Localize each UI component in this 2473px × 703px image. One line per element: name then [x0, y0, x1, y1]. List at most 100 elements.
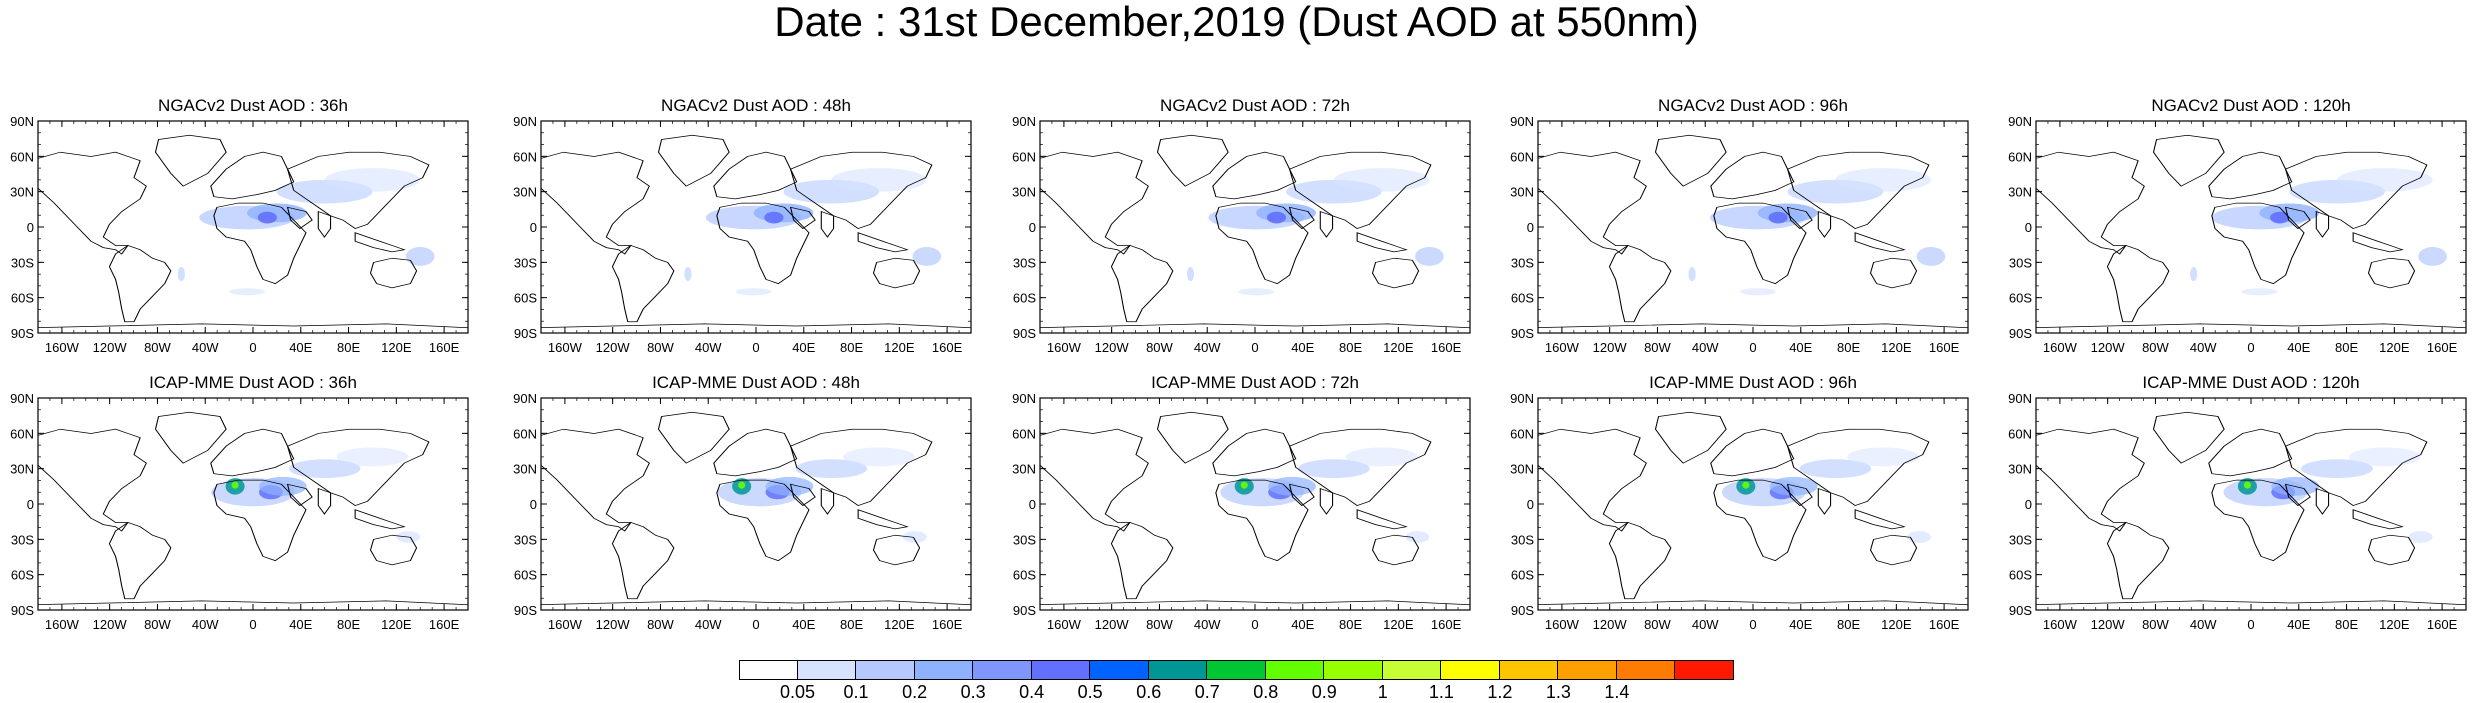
colorbar-swatch — [856, 660, 915, 680]
lat-tick-label: 60N — [10, 149, 34, 164]
lat-tick-label: 30N — [2008, 462, 2032, 477]
lon-tick-label: 120W — [1095, 617, 1130, 632]
dust-aod-shading — [1238, 288, 1275, 296]
lat-tick-label: 90S — [2009, 603, 2032, 618]
dust-aod-shading — [405, 247, 435, 266]
lat-tick-label: 0 — [1029, 497, 1036, 512]
lat-tick-label: 90N — [513, 391, 537, 406]
lon-tick-label: 160W — [1047, 617, 1082, 632]
panel-title: ICAP-MME Dust AOD : 120h — [2142, 373, 2359, 392]
lon-tick-label: 160W — [2043, 617, 2078, 632]
lat-tick-label: 30S — [2009, 255, 2032, 270]
dust-aod-shading — [2270, 211, 2290, 224]
colorbar-label: 0.2 — [902, 682, 928, 702]
lat-tick-label: 30S — [514, 255, 537, 270]
lat-tick-label: 90N — [10, 114, 34, 129]
lon-tick-label: 120W — [1593, 340, 1628, 355]
dust-aod-shading — [831, 168, 927, 192]
lat-tick-label: 30S — [2009, 532, 2032, 547]
dust-aod-shading — [1768, 211, 1788, 224]
lon-tick-label: 40W — [1692, 340, 1719, 355]
lon-tick-label: 80E — [840, 340, 863, 355]
lat-tick-label: 90N — [1510, 114, 1534, 129]
dust-aod-shading — [843, 447, 915, 467]
colorbar-label: 1 — [1377, 682, 1388, 702]
lon-tick-label: 80W — [1644, 340, 1671, 355]
lon-tick-label: 40E — [1789, 340, 1812, 355]
lat-tick-label: 60S — [1013, 291, 1036, 306]
map-panel: ICAP-MME Dust AOD : 96h 90N 60N 30N 0 30S 60S 9… — [1510, 373, 1969, 632]
lat-tick-label: 30S — [11, 532, 34, 547]
lat-tick-label: 60S — [11, 568, 34, 583]
lat-tick-label: 90S — [1511, 603, 1534, 618]
lon-tick-label: 120W — [1095, 340, 1130, 355]
figure-title: Date : 31st December,2019 (Dust AOD at 5… — [774, 0, 1699, 45]
map-panel: NGACv2 Dust AOD : 120h 90N 60N 30N 0 30S 60S 90… — [2008, 96, 2467, 355]
panel-title: ICAP-MME Dust AOD : 36h — [149, 373, 357, 392]
lon-tick-label: 0 — [2247, 617, 2254, 632]
lon-tick-label: 120W — [93, 340, 128, 355]
lon-tick-label: 120W — [2091, 617, 2126, 632]
lon-tick-label: 120W — [596, 617, 631, 632]
dust-aod-shading — [1186, 267, 1195, 282]
dust-aod-shading — [2241, 288, 2278, 296]
lat-tick-label: 0 — [530, 497, 537, 512]
lat-tick-label: 90S — [514, 603, 537, 618]
dust-aod-shading — [753, 203, 814, 223]
lon-tick-label: 160W — [548, 340, 583, 355]
lon-tick-label: 80E — [1339, 340, 1362, 355]
lon-tick-label: 0 — [1749, 617, 1756, 632]
dust-aod-shading — [1907, 531, 1931, 543]
dust-aod-shading — [324, 168, 421, 192]
lon-tick-label: 40W — [192, 617, 219, 632]
panel-title: NGACv2 Dust AOD : 120h — [2151, 96, 2350, 115]
lon-tick-label: 0 — [249, 617, 256, 632]
lat-tick-label: 30N — [513, 462, 537, 477]
lon-tick-label: 120E — [1881, 617, 1912, 632]
lat-tick-label: 30S — [514, 532, 537, 547]
lon-tick-label: 80W — [1644, 617, 1671, 632]
lon-tick-label: 40W — [2190, 340, 2217, 355]
lon-tick-label: 160E — [429, 617, 460, 632]
dust-aod-shading — [912, 247, 942, 266]
dust-aod-shading — [1405, 531, 1430, 543]
dust-aod-shading — [2190, 267, 2198, 282]
panel-title: ICAP-MME Dust AOD : 96h — [1649, 373, 1857, 392]
lon-tick-label: 80E — [337, 617, 360, 632]
lon-tick-label: 0 — [2247, 340, 2254, 355]
dust-aod-shading — [2243, 481, 2252, 489]
colorbar-label: 0.1 — [843, 682, 869, 702]
lon-tick-label: 160E — [1431, 340, 1462, 355]
dust-aod-shading — [2408, 531, 2433, 543]
lon-tick-label: 0 — [249, 340, 256, 355]
lat-tick-label: 60N — [2008, 149, 2032, 164]
lon-tick-label: 160W — [548, 617, 583, 632]
lon-tick-label: 40W — [1194, 617, 1221, 632]
lon-tick-label: 160E — [1929, 617, 1960, 632]
dust-aod-shading — [765, 476, 814, 496]
lon-tick-label: 80E — [2335, 340, 2358, 355]
lon-tick-label: 0 — [752, 340, 759, 355]
lon-tick-label: 40E — [792, 340, 815, 355]
lat-tick-label: 60S — [2009, 291, 2032, 306]
lat-tick-label: 30N — [1012, 185, 1036, 200]
lon-tick-label: 0 — [752, 617, 759, 632]
lat-tick-label: 60S — [1511, 568, 1534, 583]
colorbar-label: 1.1 — [1428, 682, 1454, 702]
lon-tick-label: 0 — [1251, 617, 1258, 632]
colorbar-swatch — [1265, 660, 1325, 680]
lon-tick-label: 120W — [596, 340, 631, 355]
map-panel: NGACv2 Dust AOD : 48h 90N 60N 30N 0 30S 60S 90S… — [513, 96, 972, 355]
colorbar-label: 0.05 — [779, 682, 816, 702]
colorbar-swatch — [1382, 660, 1442, 680]
lon-tick-label: 160E — [429, 340, 460, 355]
lat-tick-label: 90S — [11, 603, 34, 618]
map-panel: NGACv2 Dust AOD : 96h 90N 60N 30N 0 30S 60S 90S… — [1510, 96, 1969, 355]
dust-aod-shading — [1268, 476, 1316, 496]
lon-tick-label: 40W — [1194, 340, 1221, 355]
colorbar-swatch — [914, 660, 974, 680]
lat-tick-label: 90S — [1013, 326, 1036, 341]
colorbar-label: 1.2 — [1487, 682, 1513, 702]
lon-tick-label: 80W — [2142, 340, 2169, 355]
